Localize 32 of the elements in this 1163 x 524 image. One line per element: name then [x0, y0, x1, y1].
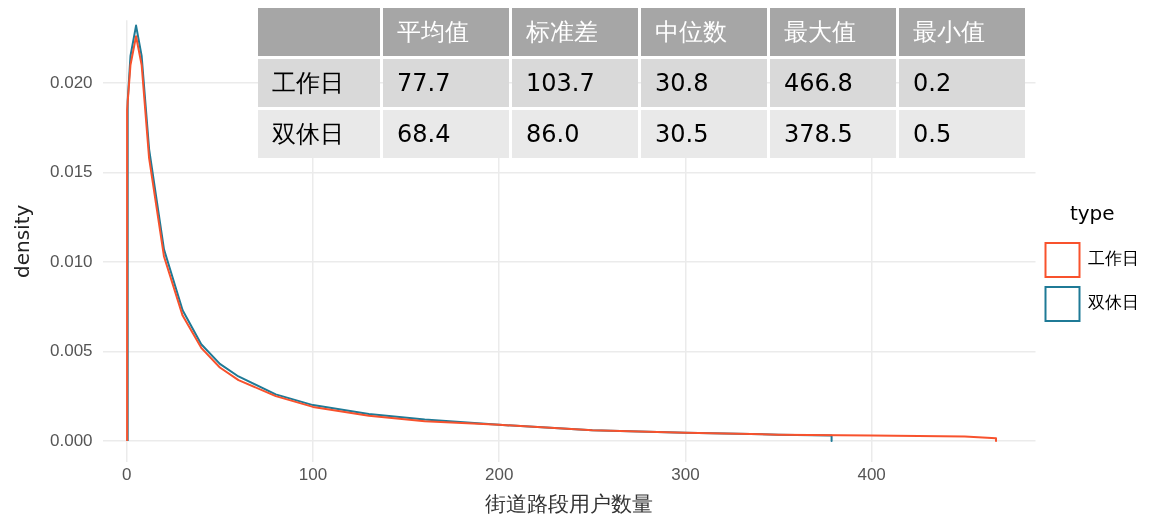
- category-label: 工作日: [272, 69, 344, 97]
- y-tick-label: 0.010: [49, 251, 93, 271]
- text: 30.5: [655, 120, 709, 148]
- x-tick-label: 100: [298, 465, 328, 485]
- x-tick-label: 300: [671, 465, 700, 485]
- category-label: 平均值: [383, 8, 509, 56]
- category-label: 双休日: [272, 120, 344, 148]
- text: 86.0: [526, 120, 580, 148]
- x-tick-label: 400: [857, 465, 886, 485]
- text: 77.7: [397, 69, 451, 97]
- legend-title: type: [1069, 201, 1115, 226]
- category-label: 最小值: [899, 8, 1025, 56]
- text: 0.5: [913, 120, 952, 148]
- x-tick-label: 0: [122, 465, 132, 485]
- text: 378.5: [784, 120, 853, 148]
- legend-label: 工作日: [1088, 248, 1139, 269]
- x-tick-label: 200: [485, 465, 514, 485]
- y-axis-title: density: [10, 204, 35, 278]
- y-tick-label: 0.015: [49, 162, 93, 182]
- x-axis-title: 街道路段用户数量: [485, 491, 654, 516]
- category-label: 中位数: [641, 8, 767, 56]
- category-label: 标准差: [512, 8, 638, 56]
- text: 466.8: [784, 69, 853, 97]
- text: 0.2: [913, 69, 952, 97]
- legend-label: 双休日: [1088, 292, 1139, 313]
- text: 103.7: [526, 69, 595, 97]
- category-label: 最大值: [770, 8, 896, 56]
- text: 30.8: [655, 69, 709, 97]
- text: 68.4: [397, 120, 451, 148]
- y-tick-label: 0.020: [49, 72, 93, 92]
- y-tick-label: 0.005: [49, 341, 93, 361]
- y-tick-label: 0.000: [49, 430, 93, 450]
